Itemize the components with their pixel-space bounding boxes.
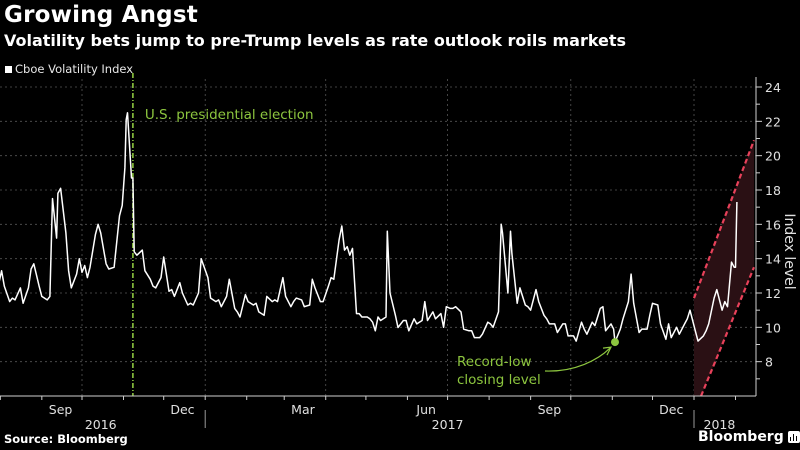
channel-upper-line xyxy=(692,139,756,299)
y-tick-label: 16 xyxy=(765,217,781,232)
y-tick-label: 18 xyxy=(765,183,781,198)
record-low-arrow xyxy=(544,347,611,372)
annotations: U.S. presidential election Record-low clos… xyxy=(145,107,619,388)
y-axis-title: Index level xyxy=(781,213,797,289)
bloomberg-chart-icon xyxy=(787,431,800,443)
arrowhead-icon xyxy=(602,346,613,356)
y-tick-label: 8 xyxy=(765,355,773,370)
series-line xyxy=(0,112,738,343)
y-tick-label: 12 xyxy=(765,286,781,301)
record-low-label: closing level xyxy=(457,372,541,388)
record-low-marker xyxy=(610,338,619,347)
y-tick-label: 14 xyxy=(765,252,781,267)
rising-channel xyxy=(692,139,756,397)
chart-subtitle: Volatility bets jump to pre-Trump levels… xyxy=(4,31,627,50)
source-note: Source: Bloomberg xyxy=(4,432,128,446)
x-tick-label: Mar xyxy=(291,402,315,417)
bloomberg-logo: Bloomberg xyxy=(698,429,800,445)
x-year-label: 2018 xyxy=(704,417,736,432)
y-tick-label: 22 xyxy=(765,114,781,129)
channel-lower-line xyxy=(700,266,756,397)
x-tick-label: Sep xyxy=(538,402,562,417)
x-year-label: 2016 xyxy=(85,417,117,432)
record-low-label: Record-low xyxy=(457,354,532,370)
x-tick-label: Dec xyxy=(170,402,194,417)
election-label: U.S. presidential election xyxy=(145,107,314,123)
chart-title: Growing Angst xyxy=(4,2,198,28)
legend-label: Cboe Volatility Index xyxy=(15,62,134,76)
vix-series xyxy=(0,112,738,343)
legend: Cboe Volatility Index xyxy=(5,62,133,76)
axes: 8 10 12 14 16 18 20 22 24 Sep Dec Mar Jun Sep Dec 2016 2… xyxy=(0,77,797,432)
x-tick-label: Dec xyxy=(659,402,683,417)
x-tick-label: Sep xyxy=(49,402,73,417)
y-tick-label: 10 xyxy=(765,320,781,335)
y-tick-label: 24 xyxy=(765,80,781,95)
brand-name: Bloomberg xyxy=(698,429,784,445)
x-year-label: 2017 xyxy=(432,417,464,432)
channel-fill xyxy=(694,140,754,396)
legend-swatch xyxy=(5,65,12,73)
x-tick-label: Jun xyxy=(415,402,436,417)
y-tick-label: 20 xyxy=(765,149,781,164)
gridlines xyxy=(0,79,756,396)
